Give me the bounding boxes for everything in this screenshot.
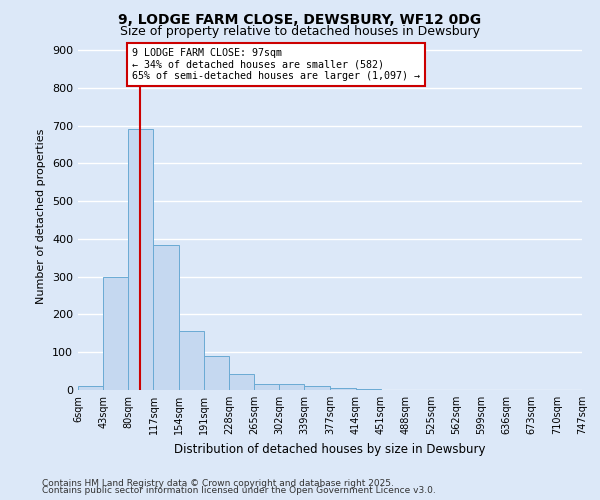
Bar [331, 388, 356, 390]
Bar [179, 332, 204, 390]
Bar [356, 389, 380, 390]
Bar [103, 276, 128, 390]
Bar [254, 384, 280, 390]
Bar [280, 384, 304, 390]
Text: Contains public sector information licensed under the Open Government Licence v3: Contains public sector information licen… [42, 486, 436, 495]
Bar [304, 386, 331, 390]
Bar [204, 356, 229, 390]
Text: Contains HM Land Registry data © Crown copyright and database right 2025.: Contains HM Land Registry data © Crown c… [42, 478, 394, 488]
Bar [78, 386, 103, 390]
Y-axis label: Number of detached properties: Number of detached properties [37, 128, 46, 304]
Text: 9 LODGE FARM CLOSE: 97sqm
← 34% of detached houses are smaller (582)
65% of semi: 9 LODGE FARM CLOSE: 97sqm ← 34% of detac… [133, 48, 421, 82]
Bar [154, 244, 179, 390]
Text: 9, LODGE FARM CLOSE, DEWSBURY, WF12 0DG: 9, LODGE FARM CLOSE, DEWSBURY, WF12 0DG [118, 12, 482, 26]
Text: Size of property relative to detached houses in Dewsbury: Size of property relative to detached ho… [120, 25, 480, 38]
Bar [128, 130, 154, 390]
Bar [229, 374, 254, 390]
X-axis label: Distribution of detached houses by size in Dewsbury: Distribution of detached houses by size … [174, 442, 486, 456]
